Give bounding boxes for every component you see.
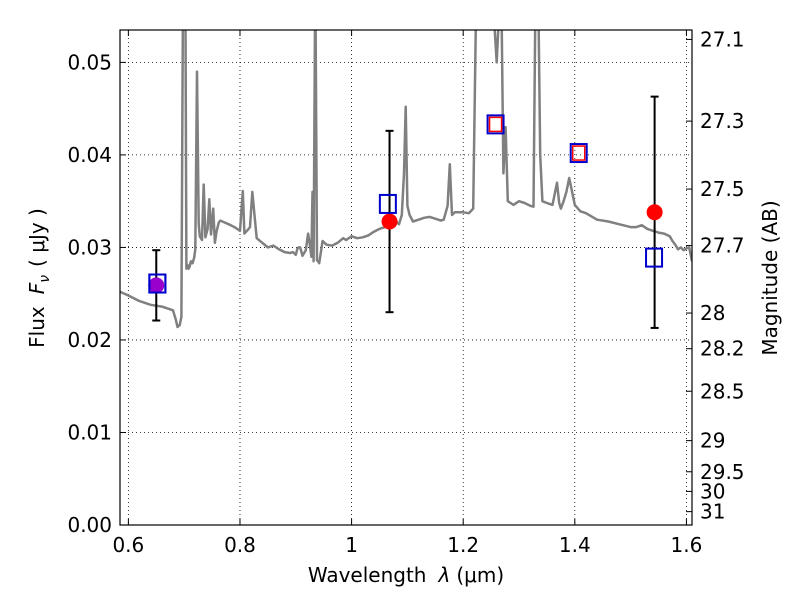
- x-tick-label: 1.4: [559, 533, 591, 557]
- model-box: [486, 114, 505, 135]
- right-tick-label: 30: [700, 479, 725, 503]
- model-box-inner: [488, 116, 503, 133]
- right-tick-label: 27.1: [700, 27, 745, 51]
- x-tick-label: 0.8: [224, 533, 256, 557]
- observed-point: [646, 204, 663, 221]
- y-tick-label: 0.03: [67, 235, 112, 259]
- right-axis-label: Magnitude (AB): [758, 200, 782, 355]
- y-tick-label: 0.01: [67, 420, 112, 444]
- plot-frame: [119, 29, 693, 526]
- model-box: [378, 193, 397, 214]
- y-axis-label: FluxFν( μJy ): [25, 208, 53, 348]
- model-box-inner: [571, 145, 586, 161]
- x-tick-label: 0.6: [112, 533, 144, 557]
- y-tick-label: 0.05: [67, 50, 112, 74]
- right-tick-label: 27.3: [700, 109, 745, 133]
- right-tick-label: 28.2: [700, 337, 745, 361]
- right-tick-label: 29.5: [700, 460, 745, 484]
- observed-points: [148, 204, 663, 294]
- right-tick-label: 27.7: [700, 234, 745, 258]
- model-box: [569, 143, 588, 164]
- model-box: [645, 247, 664, 268]
- x-tick-label: 1.6: [671, 533, 703, 557]
- model-photometry-boxes: [148, 114, 664, 294]
- right-tick-label: 29: [700, 429, 725, 453]
- right-tick-label: 27.5: [700, 177, 745, 201]
- x-tick-label: 1: [345, 533, 358, 557]
- y-tick-label: 0.00: [67, 513, 112, 537]
- right-tick-label: 28: [700, 301, 725, 325]
- y-tick-label: 0.04: [67, 143, 112, 167]
- observed-point: [381, 213, 398, 230]
- spectrum-line: [120, 30, 692, 329]
- model-box: [148, 273, 167, 294]
- y-axis-ticks: 0.00 0.01 0.02 0.03 0.04 0.05: [67, 50, 126, 537]
- observed-point: [148, 277, 165, 294]
- x-axis-ticks: 0.6 0.8 1 1.2 1.4 1.6: [112, 30, 702, 557]
- x-axis-label: Wavelength λ (μm): [308, 563, 504, 587]
- x-tick-label: 1.2: [447, 533, 479, 557]
- grid-lines: [120, 30, 692, 526]
- right-tick-label: 28.5: [700, 379, 745, 403]
- y-tick-label: 0.02: [67, 328, 112, 352]
- right-tick-label: 31: [700, 500, 725, 524]
